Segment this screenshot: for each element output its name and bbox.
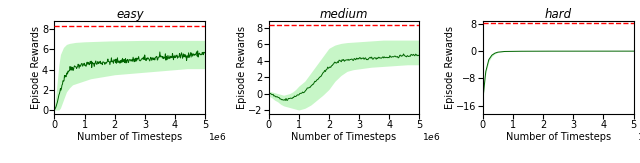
X-axis label: Number of Timesteps: Number of Timesteps xyxy=(291,132,397,142)
X-axis label: Number of Timesteps: Number of Timesteps xyxy=(506,132,611,142)
Text: $1e6$: $1e6$ xyxy=(422,131,441,142)
Text: $1e6$: $1e6$ xyxy=(208,131,227,142)
Y-axis label: Episode Rewards: Episode Rewards xyxy=(445,26,455,109)
Title: easy: easy xyxy=(116,8,143,21)
Title: medium: medium xyxy=(320,8,368,21)
X-axis label: Number of Timesteps: Number of Timesteps xyxy=(77,132,182,142)
Y-axis label: Episode Rewards: Episode Rewards xyxy=(237,26,246,109)
Title: hard: hard xyxy=(545,8,572,21)
Y-axis label: Episode Rewards: Episode Rewards xyxy=(31,26,40,109)
Text: $1e6$: $1e6$ xyxy=(637,131,640,142)
